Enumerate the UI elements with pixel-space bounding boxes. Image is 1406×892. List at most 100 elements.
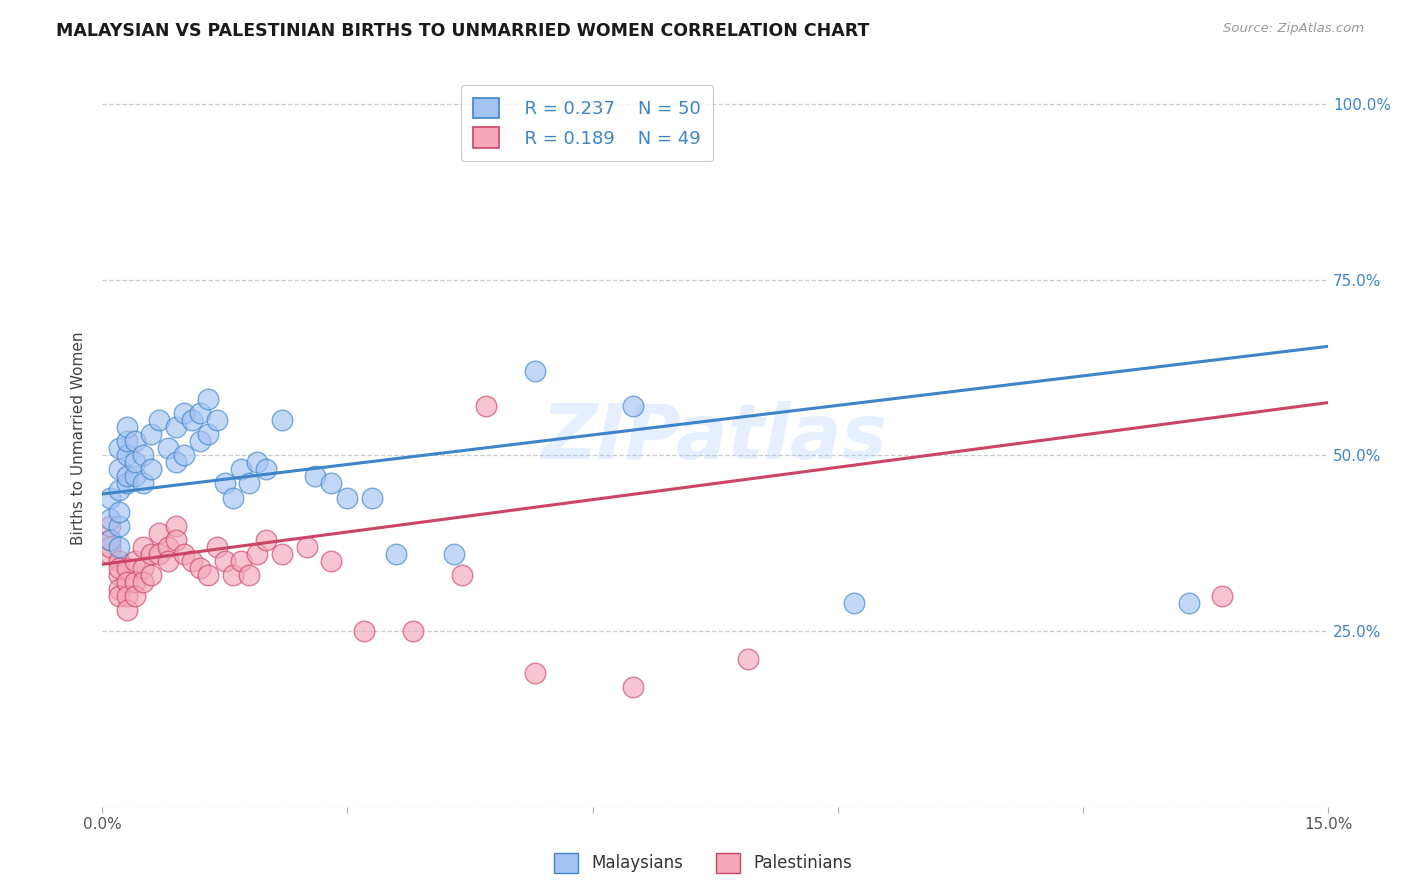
Point [181,413,204,427]
Point [450,568,472,582]
Point [197,392,219,406]
Point [443,547,465,561]
Point [165,455,187,469]
Point [100,533,122,547]
Point [107,561,129,575]
Point [141,462,163,476]
Point [156,554,179,568]
Point [107,505,129,519]
Point [115,434,138,449]
Point [173,406,195,420]
Point [107,462,129,476]
Point [165,533,187,547]
Point [141,547,163,561]
Point [197,427,219,442]
Point [271,413,294,427]
Point [304,469,326,483]
Point [115,420,138,434]
Point [361,491,384,505]
Point [115,561,138,575]
Point [124,455,146,469]
Point [353,624,375,639]
Point [214,476,236,491]
Point [115,476,138,491]
Point [737,652,759,666]
Point [336,491,359,505]
Point [188,434,211,449]
Point [148,547,170,561]
Point [254,462,277,476]
Point [115,469,138,483]
Point [115,589,138,603]
Point [1211,589,1233,603]
Text: MALAYSIAN VS PALESTINIAN BIRTHS TO UNMARRIED WOMEN CORRELATION CHART: MALAYSIAN VS PALESTINIAN BIRTHS TO UNMAR… [56,22,870,40]
Point [319,476,342,491]
Y-axis label: Births to Unmarried Women: Births to Unmarried Women [72,331,86,544]
Point [165,518,187,533]
Point [623,681,645,695]
Point [524,364,547,378]
Point [107,589,129,603]
Point [124,589,146,603]
Text: ZIPatlas: ZIPatlas [543,401,889,475]
Point [205,413,228,427]
Point [246,455,269,469]
Point [132,561,155,575]
Point [524,666,547,681]
Text: Source: ZipAtlas.com: Source: ZipAtlas.com [1223,22,1364,36]
Point [173,547,195,561]
Point [115,603,138,617]
Point [246,547,269,561]
Point [238,476,260,491]
Point [385,547,408,561]
Point [132,540,155,554]
Point [842,596,865,610]
Point [222,491,245,505]
Point [402,624,425,639]
Point [107,554,129,568]
Point [231,554,253,568]
Point [100,511,122,525]
Point [1178,596,1201,610]
Point [124,434,146,449]
Point [107,518,129,533]
Point [271,547,294,561]
Point [100,491,122,505]
Point [222,568,245,582]
Point [100,540,122,554]
Point [107,540,129,554]
Legend: Malaysians, Palestinians: Malaysians, Palestinians [548,847,858,880]
Point [205,540,228,554]
Point [188,406,211,420]
Point [197,568,219,582]
Point [181,554,204,568]
Legend:   R = 0.237    N = 50,   R = 0.189    N = 49: R = 0.237 N = 50, R = 0.189 N = 49 [461,85,713,161]
Point [141,568,163,582]
Point [165,420,187,434]
Point [148,413,170,427]
Point [124,469,146,483]
Point [173,448,195,462]
Point [132,448,155,462]
Point [623,399,645,413]
Point [132,476,155,491]
Point [100,533,122,547]
Point [319,554,342,568]
Point [124,574,146,589]
Point [231,462,253,476]
Point [100,547,122,561]
Point [214,554,236,568]
Point [115,448,138,462]
Point [475,399,498,413]
Point [124,554,146,568]
Point [107,568,129,582]
Point [238,568,260,582]
Point [188,561,211,575]
Point [107,483,129,498]
Point [132,574,155,589]
Point [156,442,179,456]
Point [107,582,129,596]
Point [141,427,163,442]
Point [295,540,318,554]
Point [107,442,129,456]
